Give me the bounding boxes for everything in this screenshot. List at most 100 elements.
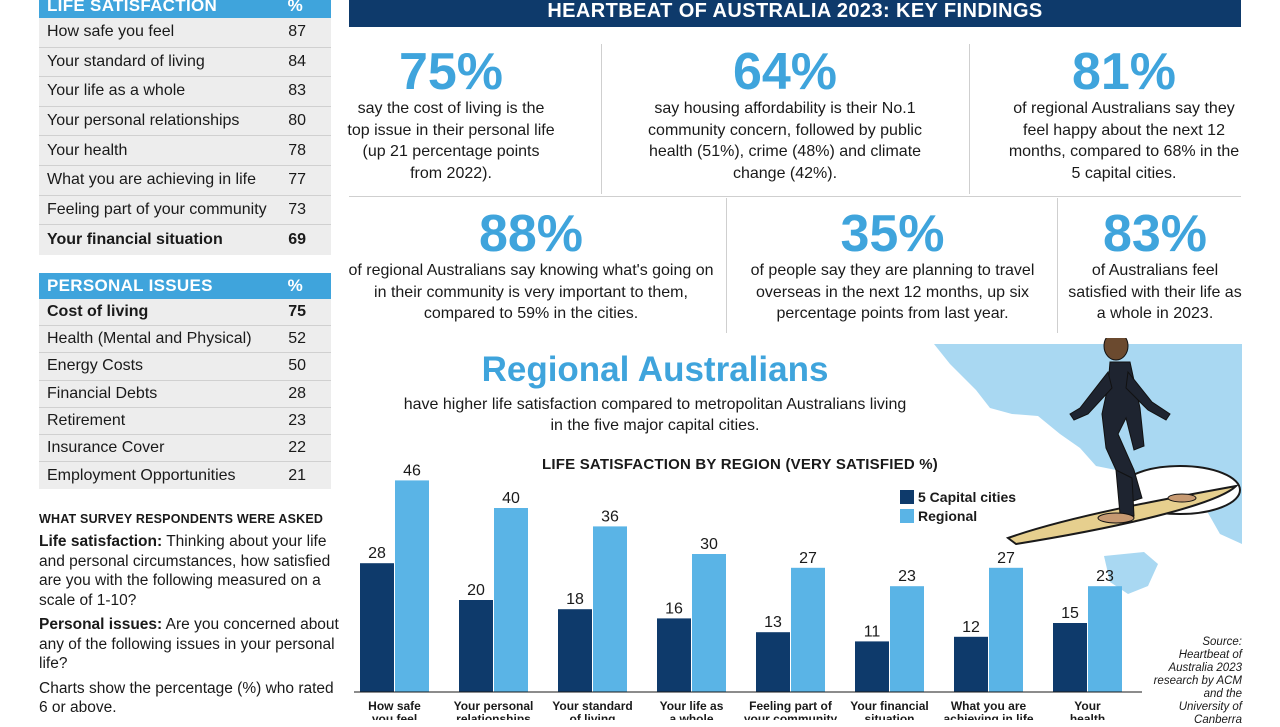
bar-capital [558,609,592,692]
row-value: 50 [288,357,306,375]
personal-issues-table: PERSONAL ISSUES % Cost of living 75 Health… [39,273,331,490]
row-label: What you are achieving in life [47,171,256,189]
category-label: How safe you feel [368,699,421,720]
life-satisfaction-header: LIFE SATISFACTION % [39,0,331,18]
source-note: Source: Heartbeat of Australia 2023 rese… [1153,636,1242,726]
bar-regional [989,567,1023,692]
table-row: Your health 78 [39,136,331,166]
life-satisfaction-bar-chart: 28 46 How safe you feel 20 40 Your personal rel… [354,462,1142,720]
row-label: Financial Debts [47,384,158,402]
regional-subtitle: have higher life satisfaction compared t… [403,396,907,434]
row-value: 28 [288,384,306,402]
bar-capital [954,636,988,692]
table-row: Financial Debts 28 [39,381,331,408]
bar-value-label: 23 [1096,568,1114,585]
category-label: Your financial situation [850,699,928,720]
table-row: Your financial situation 69 [39,225,331,255]
bar-value-label: 27 [799,550,817,567]
row-label: Your health [47,141,128,159]
row-label: Your standard of living [47,52,205,70]
finding-regional-happy: 81% of regional Australians say they fee… [1008,43,1240,182]
bar-value-label: 23 [898,568,916,585]
bar-capital [657,618,691,692]
category-label: Your life as a whole [660,699,724,720]
bar-value-label: 13 [764,614,782,631]
row-label: Health (Mental and Physical) [47,330,252,348]
row-value: 78 [288,141,306,159]
row-label: Feeling part of your community [47,200,267,218]
bar-capital [1053,623,1087,692]
bar-regional [395,480,429,692]
bar-value-label: 36 [601,508,619,525]
finding-community-info: 88% of regional Australians say knowing … [348,205,714,322]
row-value: 80 [288,112,306,130]
row-value: 83 [288,82,306,100]
bar-capital [360,563,394,692]
bar-regional [494,508,528,692]
table-row: How safe you feel 87 [39,18,331,48]
bar-capital [855,641,889,692]
category-label: Your standard of living [552,699,632,720]
chart-title: LIFE SATISFACTION BY REGION (VERY SATISF… [542,456,938,473]
note-life: Life satisfaction: Thinking about your l… [39,533,331,609]
table-row: Energy Costs 50 [39,353,331,381]
row-value: 21 [288,466,306,484]
bar-regional [890,586,924,692]
finding-satisfied: 83% of Australians feel satisfied with t… [1068,205,1242,322]
bar-regional [692,554,726,692]
table-row: Cost of living 75 [39,299,331,327]
note-issues: Personal issues: Are you concerned about… [39,616,339,672]
category-label: Your personal relationships [454,699,534,720]
category-label: Your health [1070,699,1105,720]
row-value: 84 [288,52,306,70]
row-value: 23 [288,411,306,429]
tasmania-shape [1104,552,1158,594]
row-value: 22 [288,439,306,457]
row-value: 75 [288,303,306,321]
bar-value-label: 18 [566,591,584,608]
regional-title: Regional Australians [481,350,829,389]
row-label: How safe you feel [47,23,175,41]
table-row: Feeling part of your community 73 [39,196,331,226]
row-value: 52 [288,330,306,348]
row-label: Your life as a whole [47,82,186,100]
row-label: Energy Costs [47,357,144,375]
bar-regional [593,526,627,692]
divider [601,44,602,194]
table-row: Insurance Cover 22 [39,435,331,463]
row-value: 77 [288,171,306,189]
bar-value-label: 15 [1061,605,1079,622]
bar-value-label: 20 [467,582,485,599]
bar-value-label: 28 [368,545,386,562]
personal-issues-header: PERSONAL ISSUES % [39,273,331,299]
row-label: Cost of living [47,303,149,321]
row-label: Insurance Cover [47,439,165,457]
life-satisfaction-table: LIFE SATISFACTION % How safe you feel 87 Y… [39,0,331,255]
australia-map-illustration [934,338,1242,594]
legend-label: Regional [918,508,977,524]
bar-value-label: 40 [502,490,520,507]
finding-housing: 64% say housing affordability is their N… [648,43,922,182]
survey-notes: WHAT SURVEY RESPONDENTS WERE ASKED Life … [39,512,339,723]
bar-capital [756,632,790,692]
map-shape [934,344,1242,544]
legend-label: 5 Capital cities [918,489,1016,505]
finding-cost-of-living: 75% say the cost of living is the top is… [347,43,555,182]
row-label: Your personal relationships [47,112,240,130]
bar-value-label: 16 [665,600,683,617]
bar-regional [791,567,825,692]
bar-value-label: 27 [997,550,1015,567]
divider [1057,198,1058,333]
table-row: Employment Opportunities 21 [39,462,331,489]
finding-travel: 35% of people say they are planning to t… [750,205,1035,322]
divider [969,44,970,194]
legend-swatch [900,509,914,523]
bar-value-label: 11 [864,623,881,640]
row-label: Employment Opportunities [47,466,236,484]
category-label: Feeling part of your community [744,699,838,720]
row-value: 69 [288,230,306,248]
table-row: Health (Mental and Physical) 52 [39,326,331,354]
row-label: Retirement [47,411,126,429]
legend-swatch [900,490,914,504]
divider [726,198,727,333]
